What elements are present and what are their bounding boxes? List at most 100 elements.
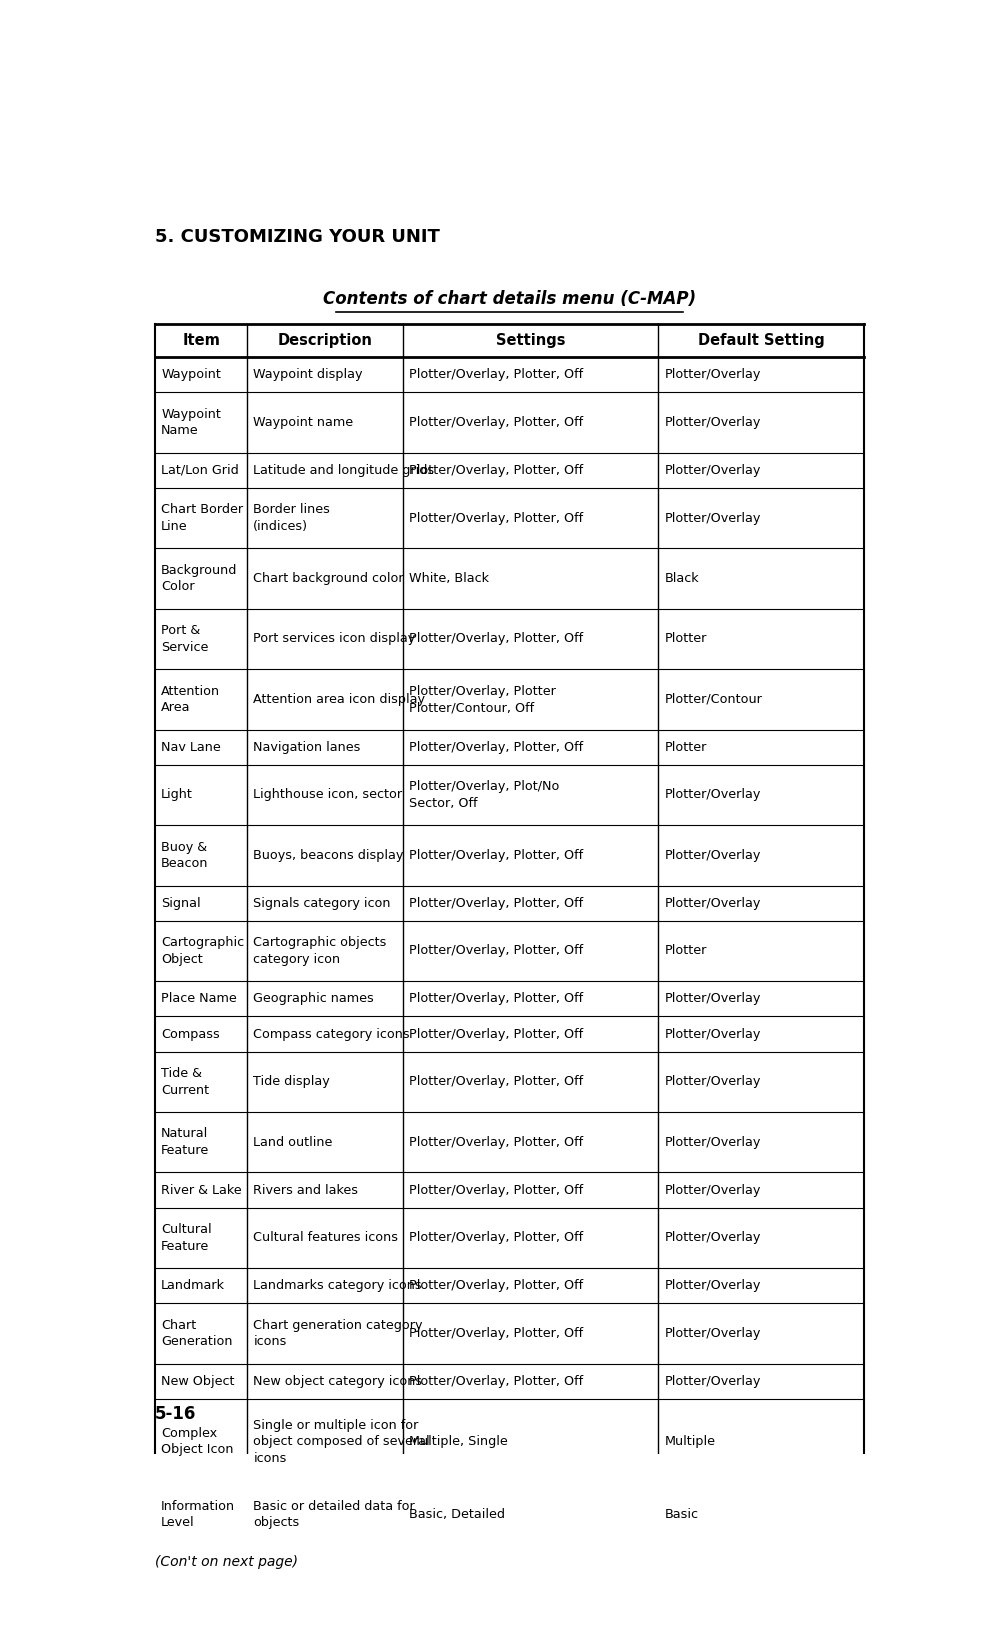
Text: Complex
Object Icon: Complex Object Icon [161, 1426, 234, 1456]
Text: Plotter/Overlay: Plotter/Overlay [664, 1374, 760, 1387]
Text: Port &
Service: Port & Service [161, 624, 209, 654]
Text: Waypoint name: Waypoint name [253, 417, 354, 430]
Text: Plotter/Overlay: Plotter/Overlay [664, 897, 760, 910]
Text: Plotter/Overlay: Plotter/Overlay [664, 1232, 760, 1245]
Text: Plotter/Overlay, Plot/No
Sector, Off: Plotter/Overlay, Plot/No Sector, Off [410, 779, 560, 810]
Text: Latitude and longitude grids: Latitude and longitude grids [253, 464, 434, 477]
Text: Plotter/Overlay, Plotter, Off: Plotter/Overlay, Plotter, Off [410, 1075, 583, 1088]
Text: Plotter/Overlay: Plotter/Overlay [664, 1279, 760, 1292]
Text: Item: Item [182, 333, 220, 348]
Text: Tide &
Current: Tide & Current [161, 1067, 210, 1096]
Text: Plotter/Overlay: Plotter/Overlay [664, 1183, 760, 1196]
Text: Geographic names: Geographic names [253, 992, 374, 1005]
Text: Border lines
(indices): Border lines (indices) [253, 503, 330, 533]
Text: Plotter/Overlay, Plotter, Off: Plotter/Overlay, Plotter, Off [410, 464, 583, 477]
Text: Compass: Compass [161, 1028, 220, 1041]
Text: Plotter: Plotter [664, 944, 707, 958]
Text: Plotter/Overlay: Plotter/Overlay [664, 789, 760, 801]
Text: Description: Description [277, 333, 373, 348]
Text: Plotter/Overlay: Plotter/Overlay [664, 1075, 760, 1088]
Text: Plotter: Plotter [664, 632, 707, 645]
Text: Signal: Signal [161, 897, 201, 910]
Text: 5-16: 5-16 [155, 1405, 197, 1423]
Text: Single or multiple icon for
object composed of several
icons: Single or multiple icon for object compo… [253, 1418, 430, 1464]
Text: Light: Light [161, 789, 193, 801]
Text: Plotter/Overlay: Plotter/Overlay [664, 850, 760, 861]
Text: Attention
Area: Attention Area [161, 685, 221, 714]
Text: 5. CUSTOMIZING YOUR UNIT: 5. CUSTOMIZING YOUR UNIT [155, 227, 440, 245]
Text: Contents of chart details menu (C-MAP): Contents of chart details menu (C-MAP) [323, 291, 696, 309]
Text: Plotter/Overlay, Plotter, Off: Plotter/Overlay, Plotter, Off [410, 740, 583, 753]
Text: Attention area icon display: Attention area icon display [253, 693, 425, 706]
Text: Plotter/Overlay: Plotter/Overlay [664, 368, 760, 381]
Text: Cartographic
Object: Cartographic Object [161, 936, 245, 966]
Text: New Object: New Object [161, 1374, 235, 1387]
Text: Plotter/Overlay, Plotter, Off: Plotter/Overlay, Plotter, Off [410, 992, 583, 1005]
Text: Land outline: Land outline [253, 1136, 333, 1149]
Text: Plotter/Overlay: Plotter/Overlay [664, 511, 760, 525]
Text: Plotter/Contour: Plotter/Contour [664, 693, 762, 706]
Text: Background
Color: Background Color [161, 564, 238, 593]
Text: Lighthouse icon, sector: Lighthouse icon, sector [253, 789, 403, 801]
Text: Default Setting: Default Setting [698, 333, 824, 348]
Text: Plotter/Overlay, Plotter, Off: Plotter/Overlay, Plotter, Off [410, 632, 583, 645]
Text: Plotter/Overlay: Plotter/Overlay [664, 417, 760, 430]
Text: Plotter/Overlay, Plotter, Off: Plotter/Overlay, Plotter, Off [410, 1232, 583, 1245]
Text: Plotter/Overlay, Plotter, Off: Plotter/Overlay, Plotter, Off [410, 511, 583, 525]
Text: Waypoint display: Waypoint display [253, 368, 363, 381]
Text: Chart Border
Line: Chart Border Line [161, 503, 244, 533]
Text: River & Lake: River & Lake [161, 1183, 242, 1196]
Text: Signals category icon: Signals category icon [253, 897, 391, 910]
Text: Plotter/Overlay: Plotter/Overlay [664, 1327, 760, 1340]
Text: Place Name: Place Name [161, 992, 237, 1005]
Text: Plotter/Overlay, Plotter, Off: Plotter/Overlay, Plotter, Off [410, 897, 583, 910]
Text: Multiple: Multiple [664, 1435, 716, 1448]
Text: Plotter: Plotter [664, 740, 707, 753]
Text: Basic, Detailed: Basic, Detailed [410, 1508, 505, 1521]
Text: Waypoint
Name: Waypoint Name [161, 408, 221, 438]
Text: Plotter/Overlay: Plotter/Overlay [664, 464, 760, 477]
Bar [155, 325, 864, 358]
Text: Nav Lane: Nav Lane [161, 740, 221, 753]
Text: Chart generation category
icons: Chart generation category icons [253, 1319, 422, 1348]
Text: Plotter/Overlay: Plotter/Overlay [664, 1028, 760, 1041]
Text: Basic or detailed data for
objects: Basic or detailed data for objects [253, 1500, 415, 1529]
Text: Plotter/Overlay, Plotter, Off: Plotter/Overlay, Plotter, Off [410, 1028, 583, 1041]
Text: Lat/Lon Grid: Lat/Lon Grid [161, 464, 239, 477]
Text: Cartographic objects
category icon: Cartographic objects category icon [253, 936, 387, 966]
Text: Compass category icons: Compass category icons [253, 1028, 410, 1041]
Text: Rivers and lakes: Rivers and lakes [253, 1183, 359, 1196]
Text: Plotter/Overlay, Plotter, Off: Plotter/Overlay, Plotter, Off [410, 1183, 583, 1196]
Text: Plotter/Overlay, Plotter
Plotter/Contour, Off: Plotter/Overlay, Plotter Plotter/Contour… [410, 685, 557, 714]
Text: Plotter/Overlay, Plotter, Off: Plotter/Overlay, Plotter, Off [410, 1279, 583, 1292]
Text: Plotter/Overlay, Plotter, Off: Plotter/Overlay, Plotter, Off [410, 850, 583, 861]
Text: Waypoint: Waypoint [161, 368, 221, 381]
Text: Information
Level: Information Level [161, 1500, 236, 1529]
Text: White, Black: White, Black [410, 572, 489, 585]
Text: Plotter/Overlay, Plotter, Off: Plotter/Overlay, Plotter, Off [410, 1374, 583, 1387]
Text: (Con't on next page): (Con't on next page) [155, 1556, 298, 1569]
Text: Chart
Generation: Chart Generation [161, 1319, 233, 1348]
Text: Tide display: Tide display [253, 1075, 330, 1088]
Text: Black: Black [664, 572, 699, 585]
Text: Plotter/Overlay: Plotter/Overlay [664, 992, 760, 1005]
Text: Buoys, beacons display: Buoys, beacons display [253, 850, 404, 861]
Text: Plotter/Overlay, Plotter, Off: Plotter/Overlay, Plotter, Off [410, 944, 583, 958]
Text: Navigation lanes: Navigation lanes [253, 740, 361, 753]
Text: Landmarks category icons: Landmarks category icons [253, 1279, 422, 1292]
Text: Plotter/Overlay, Plotter, Off: Plotter/Overlay, Plotter, Off [410, 417, 583, 430]
Text: Plotter/Overlay, Plotter, Off: Plotter/Overlay, Plotter, Off [410, 1327, 583, 1340]
Text: Plotter/Overlay, Plotter, Off: Plotter/Overlay, Plotter, Off [410, 1136, 583, 1149]
Text: Basic: Basic [664, 1508, 699, 1521]
Text: Settings: Settings [496, 333, 566, 348]
Text: Natural
Feature: Natural Feature [161, 1127, 210, 1157]
Text: Plotter/Overlay: Plotter/Overlay [664, 1136, 760, 1149]
Text: Plotter/Overlay, Plotter, Off: Plotter/Overlay, Plotter, Off [410, 368, 583, 381]
Text: New object category icons: New object category icons [253, 1374, 422, 1387]
Text: Cultural
Feature: Cultural Feature [161, 1224, 212, 1253]
Text: Chart background color: Chart background color [253, 572, 404, 585]
Text: Port services icon display: Port services icon display [253, 632, 415, 645]
Text: Buoy &
Beacon: Buoy & Beacon [161, 840, 209, 871]
Text: Cultural features icons: Cultural features icons [253, 1232, 399, 1245]
Text: Multiple, Single: Multiple, Single [410, 1435, 508, 1448]
